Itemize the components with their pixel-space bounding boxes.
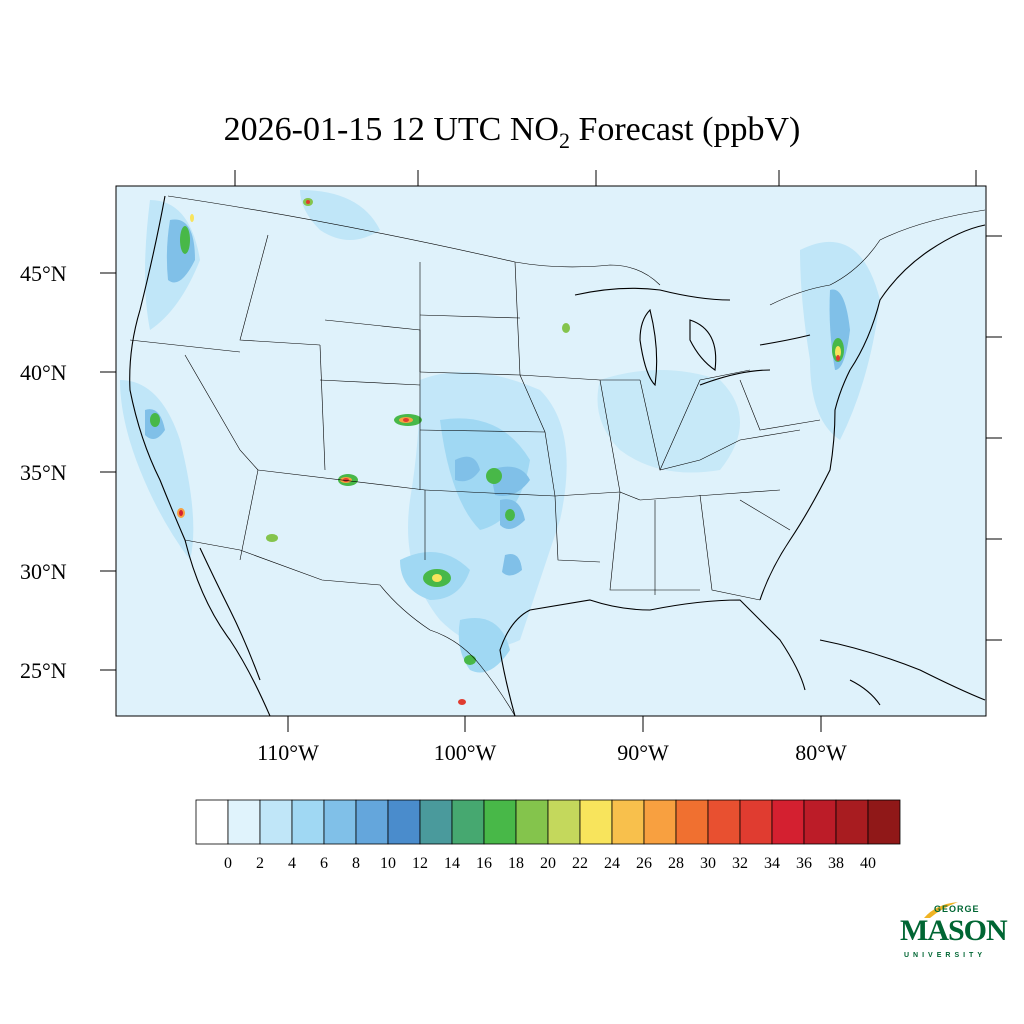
- colorbar-label: 30: [700, 855, 716, 872]
- lat-label-40: 40°N: [20, 360, 67, 385]
- colorbar: [195, 799, 901, 845]
- logo-mason: MASON: [900, 914, 1008, 947]
- colorbar-label: 26: [636, 855, 652, 872]
- colorbar-swatch: [515, 799, 549, 845]
- colorbar-swatch: [483, 799, 517, 845]
- colorbar-labels: 0 2 4 6 8 10 12 14 16 18 20 22 24 26 28 30 32 34 36 38 40: [224, 855, 876, 872]
- colorbar-swatch: [195, 799, 229, 845]
- top-ticks: [234, 170, 977, 186]
- colorbar-swatch: [259, 799, 293, 845]
- colorbar-label: 10: [380, 855, 396, 872]
- colorbar-label: 12: [412, 855, 428, 872]
- colorbar-label: 28: [668, 855, 684, 872]
- gmu-logo: GEORGE MASON UNIVERSITY: [900, 900, 1010, 970]
- colorbar-swatch: [867, 799, 901, 845]
- colorbar-label: 20: [540, 855, 556, 872]
- colorbar-swatch: [803, 799, 837, 845]
- colorbar-label: 18: [508, 855, 524, 872]
- colorbar-swatch: [707, 799, 741, 845]
- lat-label-25: 25°N: [20, 658, 67, 683]
- colorbar-label: 36: [796, 855, 812, 872]
- lat-label-45: 45°N: [20, 261, 67, 286]
- state-boundaries: [129, 195, 986, 716]
- colorbar-swatch: [579, 799, 613, 845]
- colorbar-swatch: [771, 799, 805, 845]
- colorbar-label: 8: [352, 855, 360, 872]
- colorbar-label: 38: [828, 855, 844, 872]
- colorbar-swatch: [451, 799, 485, 845]
- colorbar-label: 6: [320, 855, 328, 872]
- map-frame: [115, 185, 987, 717]
- colorbar-label: 40: [860, 855, 876, 872]
- bottom-ticks: [287, 716, 822, 732]
- colorbar-label: 0: [224, 855, 232, 872]
- colorbar-label: 14: [444, 855, 460, 872]
- concentration-field: [120, 190, 880, 705]
- colorbar-swatch: [291, 799, 325, 845]
- logo-university: UNIVERSITY: [904, 952, 987, 959]
- left-ticks: [100, 272, 116, 671]
- colorbar-swatch: [323, 799, 357, 845]
- lon-label-80: 80°W: [795, 740, 847, 765]
- colorbar-swatch: [419, 799, 453, 845]
- colorbar-label: 16: [476, 855, 492, 872]
- colorbar-label: 34: [764, 855, 780, 872]
- colorbar-label: 24: [604, 855, 620, 872]
- map-title: 2026-01-15 12 UTC NO2 Forecast (ppbV): [0, 110, 1024, 161]
- colorbar-swatch: [227, 799, 261, 845]
- lon-label-110: 110°W: [257, 740, 319, 765]
- lon-label-100: 100°W: [434, 740, 497, 765]
- colorbar-swatch: [835, 799, 869, 845]
- colorbar-swatch: [675, 799, 709, 845]
- colorbar-swatch: [355, 799, 389, 845]
- colorbar-label: 2: [256, 855, 264, 872]
- title-suffix: Forecast (ppbV): [569, 111, 801, 148]
- lon-label-90: 90°W: [617, 740, 669, 765]
- title-subscript: 2: [558, 128, 570, 153]
- colorbar-label: 4: [288, 855, 296, 872]
- colorbar-label: 22: [572, 855, 588, 872]
- lat-label-30: 30°N: [20, 559, 67, 584]
- logo-george: GEORGE: [934, 904, 980, 914]
- title-prefix: 2026-01-15 12 UTC NO: [223, 111, 559, 148]
- lat-label-35: 35°N: [20, 460, 67, 485]
- right-ticks: [986, 235, 1002, 641]
- colorbar-swatch: [387, 799, 421, 845]
- swoosh-icon: [924, 902, 958, 918]
- colorbar-swatch: [611, 799, 645, 845]
- colorbar-label: 32: [732, 855, 748, 872]
- colorbar-swatch: [643, 799, 677, 845]
- colorbar-swatch: [739, 799, 773, 845]
- colorbar-swatch: [547, 799, 581, 845]
- coastlines: [129, 195, 986, 716]
